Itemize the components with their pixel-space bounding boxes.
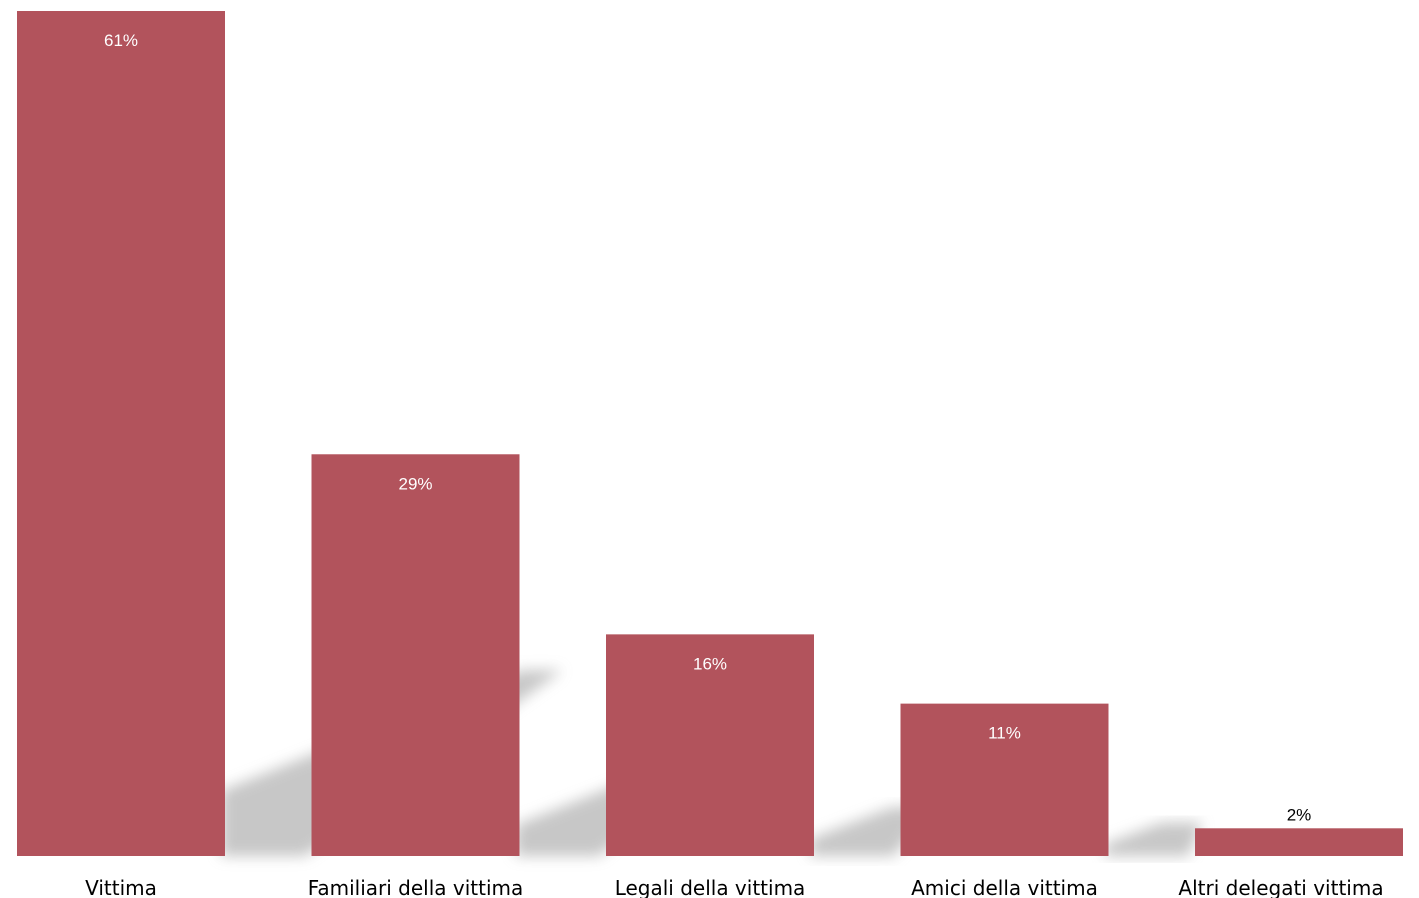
bar-2 bbox=[311, 454, 520, 856]
bar-1 bbox=[17, 11, 225, 856]
data-labels: 61% 29% 16% 11% 2% bbox=[104, 31, 1311, 824]
category-label: Vittima bbox=[85, 876, 157, 898]
category-label: Familiari della vittima bbox=[308, 876, 524, 898]
bar-3 bbox=[606, 634, 814, 856]
bar-5 bbox=[1195, 828, 1403, 856]
data-label: 16% bbox=[693, 654, 727, 673]
bar-4 bbox=[900, 703, 1109, 856]
bars bbox=[17, 11, 1403, 856]
data-label: 2% bbox=[1287, 805, 1312, 824]
data-label: 29% bbox=[398, 474, 432, 493]
category-label: Amici della vittima bbox=[911, 876, 1098, 898]
data-label: 11% bbox=[988, 724, 1021, 743]
category-label: Legali della vittima bbox=[615, 876, 806, 898]
category-label: Altri delegati vittima bbox=[1178, 876, 1383, 898]
category-labels: Vittima Familiari della vittima Legali del… bbox=[85, 876, 1383, 898]
bar-shadow bbox=[1104, 822, 1203, 856]
data-label: 61% bbox=[104, 31, 138, 50]
